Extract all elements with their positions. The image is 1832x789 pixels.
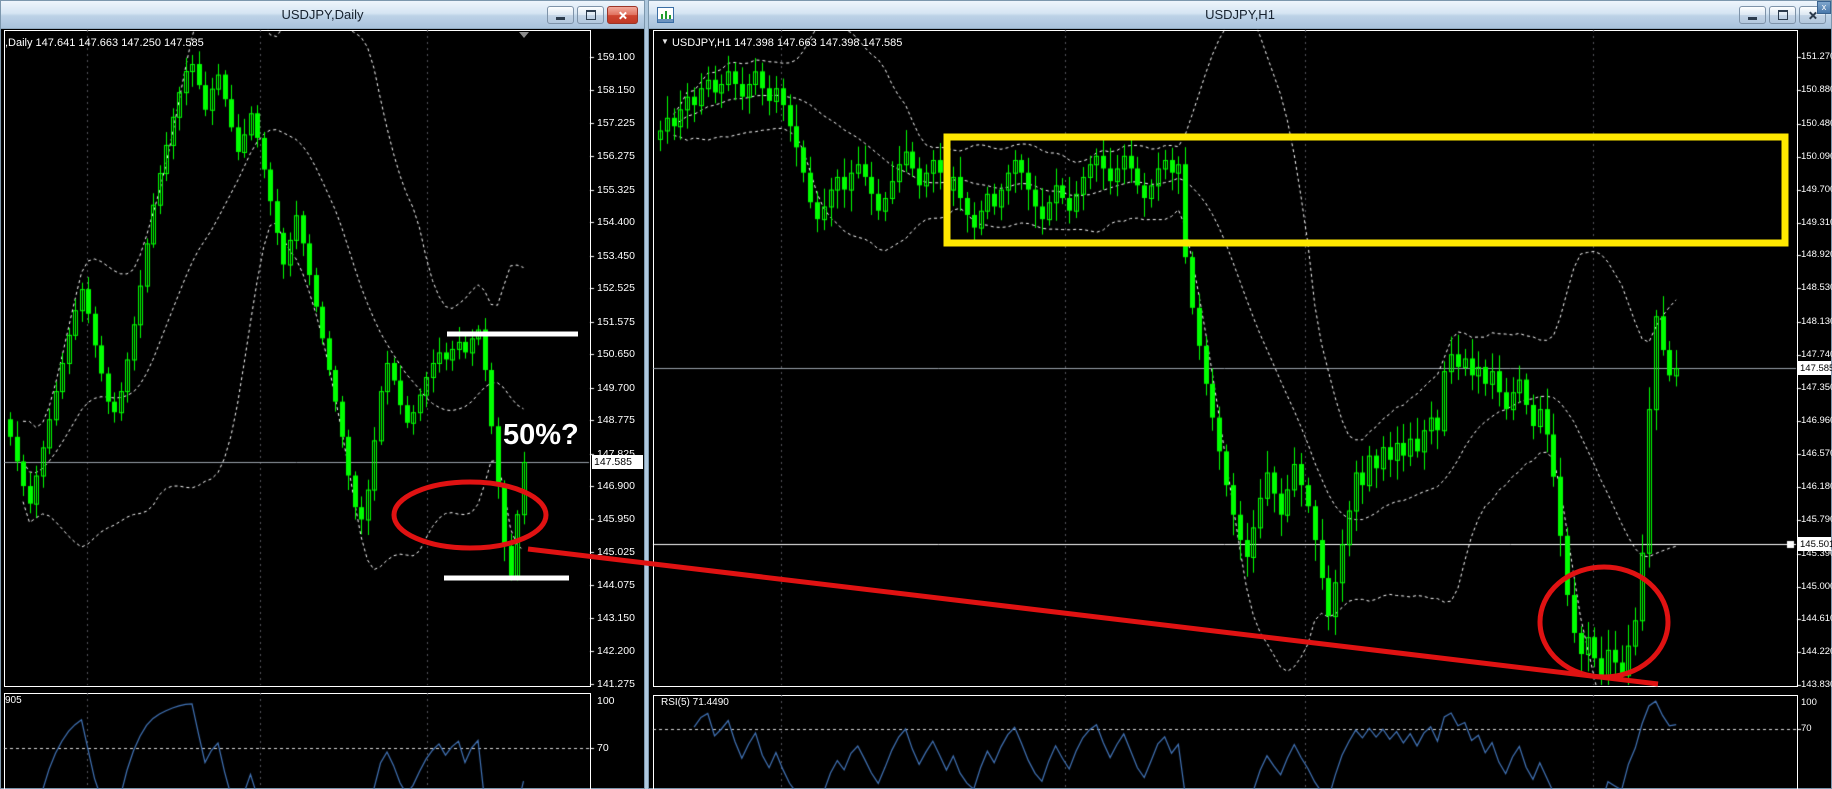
price-tick-label: 144.610 bbox=[1801, 613, 1832, 624]
price-tick-label: 155.325 bbox=[597, 184, 635, 196]
ohlc-readout-h1: ▼ USDJPY,H1 147.398 147.663 147.398 147.… bbox=[661, 37, 903, 49]
price-tick-label: 143.150 bbox=[597, 612, 635, 624]
price-tick-label: 148.775 bbox=[597, 414, 635, 426]
price-tick-label: 146.570 bbox=[1801, 448, 1832, 459]
price-tick-label: 145.390 bbox=[1801, 548, 1832, 559]
price-tick-label: 145.950 bbox=[597, 513, 635, 525]
price-tick-label: 149.700 bbox=[1801, 184, 1832, 195]
chart-shift-marker-daily[interactable] bbox=[519, 32, 529, 38]
price-tick-label: 141.275 bbox=[597, 678, 635, 690]
price-tick-label: 144.075 bbox=[597, 579, 635, 591]
price-tick-label: 147.740 bbox=[1801, 349, 1832, 360]
price-tick-label: 159.100 bbox=[597, 51, 635, 63]
price-tick-label: 151.575 bbox=[597, 316, 635, 328]
price-tick-label: 145.000 bbox=[1801, 581, 1832, 592]
price-tick-label: 143.830 bbox=[1801, 679, 1832, 690]
price-tick-label: 146.960 bbox=[1801, 415, 1832, 426]
price-tick-label: 146.900 bbox=[597, 480, 635, 492]
price-tick-label: 148.130 bbox=[1801, 316, 1832, 327]
price-tick-label: 156.275 bbox=[597, 150, 635, 162]
price-tick-label: 148.530 bbox=[1801, 282, 1832, 293]
symbol-dropdown-icon[interactable]: ▼ bbox=[661, 37, 669, 46]
price-tick-label: 152.525 bbox=[597, 282, 635, 294]
price-tick-label: 142.200 bbox=[597, 645, 635, 657]
price-tick-label: 145.025 bbox=[597, 546, 635, 558]
price-tick-label: 150.650 bbox=[597, 348, 635, 360]
price-tick-label: 149.700 bbox=[597, 382, 635, 394]
price-tick-label: 150.880 bbox=[1801, 84, 1832, 95]
price-tick-label: 146.180 bbox=[1801, 481, 1832, 492]
price-tick-label: 150.090 bbox=[1801, 151, 1832, 162]
price-tick-label: 147.350 bbox=[1801, 382, 1832, 393]
rsi-scale-70: 70 bbox=[597, 742, 609, 754]
hline-price-box: 145.501 bbox=[1798, 537, 1832, 551]
price-tick-label: 148.920 bbox=[1801, 249, 1832, 260]
price-tick-label: 151.270 bbox=[1801, 51, 1832, 62]
current-price-box: 147.585 bbox=[1798, 361, 1832, 375]
price-tick-label: 150.480 bbox=[1801, 118, 1832, 129]
rsi-scale-70: 70 bbox=[1801, 723, 1812, 734]
price-tick-label: 145.790 bbox=[1801, 514, 1832, 525]
rsi-label-h1: RSI(5) 71.4490 bbox=[661, 697, 729, 708]
rsi-scale-100: 100 bbox=[597, 695, 615, 707]
price-tick-label: 154.400 bbox=[597, 216, 635, 228]
ohlc-readout-daily: ,Daily 147.641 147.663 147.250 147.585 bbox=[5, 37, 204, 49]
price-tick-label: 158.150 bbox=[597, 84, 635, 96]
corner-close-button[interactable]: x bbox=[1817, 1, 1831, 14]
current-price-box: 147.585 bbox=[592, 455, 643, 469]
rsi-scale-100: 100 bbox=[1801, 697, 1817, 708]
price-tick-label: 153.450 bbox=[597, 250, 635, 262]
price-tick-label: 144.220 bbox=[1801, 646, 1832, 657]
price-tick-label: 149.310 bbox=[1801, 217, 1832, 228]
price-tick-label: 157.225 bbox=[597, 117, 635, 129]
rsi-label-daily: 905 bbox=[5, 695, 22, 706]
